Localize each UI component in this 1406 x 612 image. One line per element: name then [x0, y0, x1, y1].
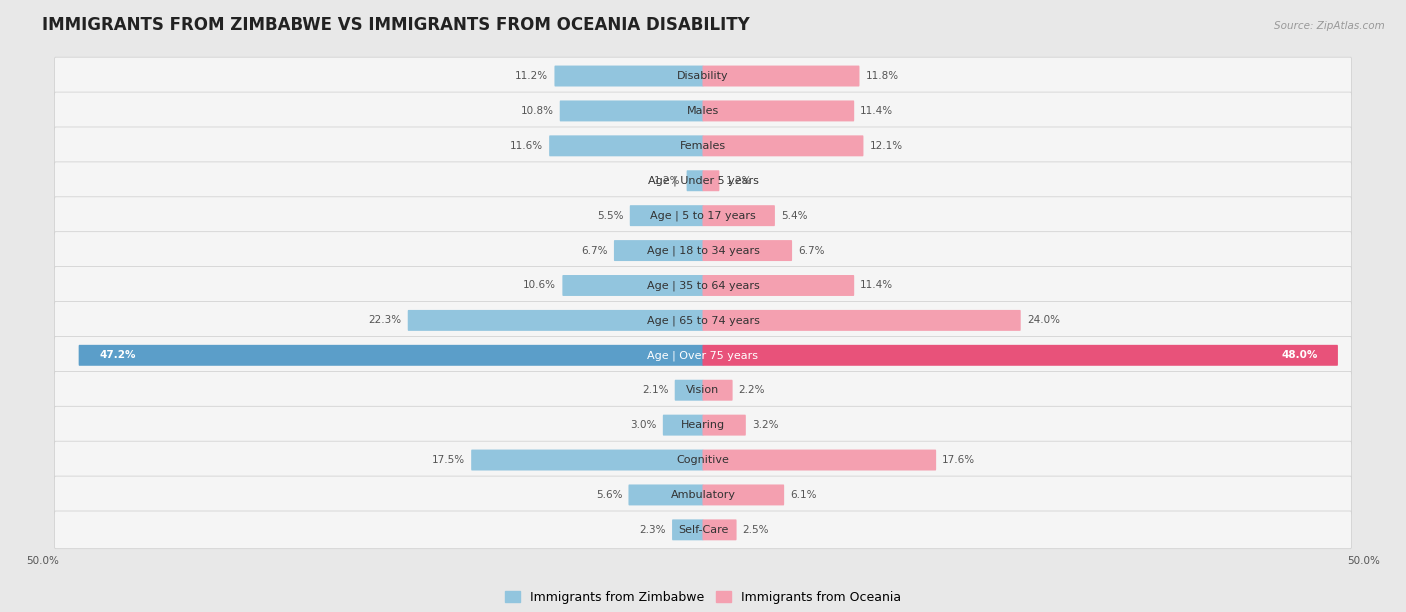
- FancyBboxPatch shape: [686, 170, 703, 191]
- Text: 6.7%: 6.7%: [799, 245, 825, 256]
- FancyBboxPatch shape: [703, 379, 733, 401]
- Text: Females: Females: [681, 141, 725, 151]
- Text: 5.4%: 5.4%: [780, 211, 807, 221]
- Text: 17.6%: 17.6%: [942, 455, 976, 465]
- Text: 11.6%: 11.6%: [510, 141, 543, 151]
- Text: 11.8%: 11.8%: [866, 71, 898, 81]
- FancyBboxPatch shape: [628, 485, 703, 506]
- Text: 48.0%: 48.0%: [1281, 350, 1317, 360]
- Text: Cognitive: Cognitive: [676, 455, 730, 465]
- Text: Vision: Vision: [686, 385, 720, 395]
- Text: 47.2%: 47.2%: [98, 350, 135, 360]
- Text: Age | 18 to 34 years: Age | 18 to 34 years: [647, 245, 759, 256]
- FancyBboxPatch shape: [55, 371, 1351, 409]
- Text: Hearing: Hearing: [681, 420, 725, 430]
- FancyBboxPatch shape: [614, 240, 703, 261]
- FancyBboxPatch shape: [55, 232, 1351, 269]
- FancyBboxPatch shape: [55, 511, 1351, 549]
- FancyBboxPatch shape: [703, 345, 1339, 366]
- FancyBboxPatch shape: [55, 476, 1351, 514]
- Text: 3.0%: 3.0%: [630, 420, 657, 430]
- Text: 2.2%: 2.2%: [738, 385, 765, 395]
- Text: 12.1%: 12.1%: [869, 141, 903, 151]
- Text: 5.6%: 5.6%: [596, 490, 623, 500]
- FancyBboxPatch shape: [703, 135, 863, 156]
- FancyBboxPatch shape: [703, 485, 785, 506]
- Text: 6.1%: 6.1%: [790, 490, 817, 500]
- Text: 22.3%: 22.3%: [368, 315, 402, 326]
- FancyBboxPatch shape: [79, 345, 703, 366]
- Text: 6.7%: 6.7%: [581, 245, 607, 256]
- Text: 17.5%: 17.5%: [432, 455, 465, 465]
- Text: Self-Care: Self-Care: [678, 525, 728, 535]
- Text: Age | Over 75 years: Age | Over 75 years: [648, 350, 758, 360]
- FancyBboxPatch shape: [55, 197, 1351, 234]
- FancyBboxPatch shape: [55, 406, 1351, 444]
- FancyBboxPatch shape: [703, 170, 720, 191]
- Text: 2.5%: 2.5%: [742, 525, 769, 535]
- FancyBboxPatch shape: [55, 337, 1351, 374]
- FancyBboxPatch shape: [55, 162, 1351, 200]
- FancyBboxPatch shape: [662, 415, 703, 436]
- FancyBboxPatch shape: [630, 205, 703, 226]
- FancyBboxPatch shape: [560, 100, 703, 121]
- FancyBboxPatch shape: [675, 379, 703, 401]
- FancyBboxPatch shape: [562, 275, 703, 296]
- Text: Age | Under 5 years: Age | Under 5 years: [648, 176, 758, 186]
- Text: 5.5%: 5.5%: [598, 211, 624, 221]
- FancyBboxPatch shape: [554, 65, 703, 86]
- Text: 10.8%: 10.8%: [520, 106, 554, 116]
- Text: 11.2%: 11.2%: [515, 71, 548, 81]
- Text: Age | 5 to 17 years: Age | 5 to 17 years: [650, 211, 756, 221]
- FancyBboxPatch shape: [703, 520, 737, 540]
- FancyBboxPatch shape: [55, 441, 1351, 479]
- FancyBboxPatch shape: [703, 275, 855, 296]
- FancyBboxPatch shape: [471, 450, 703, 471]
- Text: Age | 35 to 64 years: Age | 35 to 64 years: [647, 280, 759, 291]
- Legend: Immigrants from Zimbabwe, Immigrants from Oceania: Immigrants from Zimbabwe, Immigrants fro…: [499, 586, 907, 609]
- Text: Disability: Disability: [678, 71, 728, 81]
- FancyBboxPatch shape: [55, 92, 1351, 130]
- FancyBboxPatch shape: [703, 415, 745, 436]
- Text: 2.3%: 2.3%: [640, 525, 666, 535]
- Text: 3.2%: 3.2%: [752, 420, 779, 430]
- Text: 2.1%: 2.1%: [643, 385, 669, 395]
- Text: Males: Males: [688, 106, 718, 116]
- Text: 24.0%: 24.0%: [1026, 315, 1060, 326]
- Text: 11.4%: 11.4%: [860, 280, 893, 291]
- FancyBboxPatch shape: [703, 205, 775, 226]
- FancyBboxPatch shape: [408, 310, 703, 331]
- FancyBboxPatch shape: [703, 240, 792, 261]
- Text: 10.6%: 10.6%: [523, 280, 557, 291]
- FancyBboxPatch shape: [703, 100, 855, 121]
- Text: Ambulatory: Ambulatory: [671, 490, 735, 500]
- FancyBboxPatch shape: [703, 450, 936, 471]
- Text: Age | 65 to 74 years: Age | 65 to 74 years: [647, 315, 759, 326]
- FancyBboxPatch shape: [550, 135, 703, 156]
- Text: 11.4%: 11.4%: [860, 106, 893, 116]
- FancyBboxPatch shape: [55, 57, 1351, 95]
- Text: 1.2%: 1.2%: [725, 176, 752, 186]
- Text: Source: ZipAtlas.com: Source: ZipAtlas.com: [1274, 21, 1385, 31]
- FancyBboxPatch shape: [703, 65, 859, 86]
- FancyBboxPatch shape: [55, 267, 1351, 304]
- Text: IMMIGRANTS FROM ZIMBABWE VS IMMIGRANTS FROM OCEANIA DISABILITY: IMMIGRANTS FROM ZIMBABWE VS IMMIGRANTS F…: [42, 16, 749, 34]
- FancyBboxPatch shape: [55, 302, 1351, 339]
- FancyBboxPatch shape: [55, 127, 1351, 165]
- Text: 1.2%: 1.2%: [654, 176, 681, 186]
- FancyBboxPatch shape: [703, 310, 1021, 331]
- FancyBboxPatch shape: [672, 520, 703, 540]
